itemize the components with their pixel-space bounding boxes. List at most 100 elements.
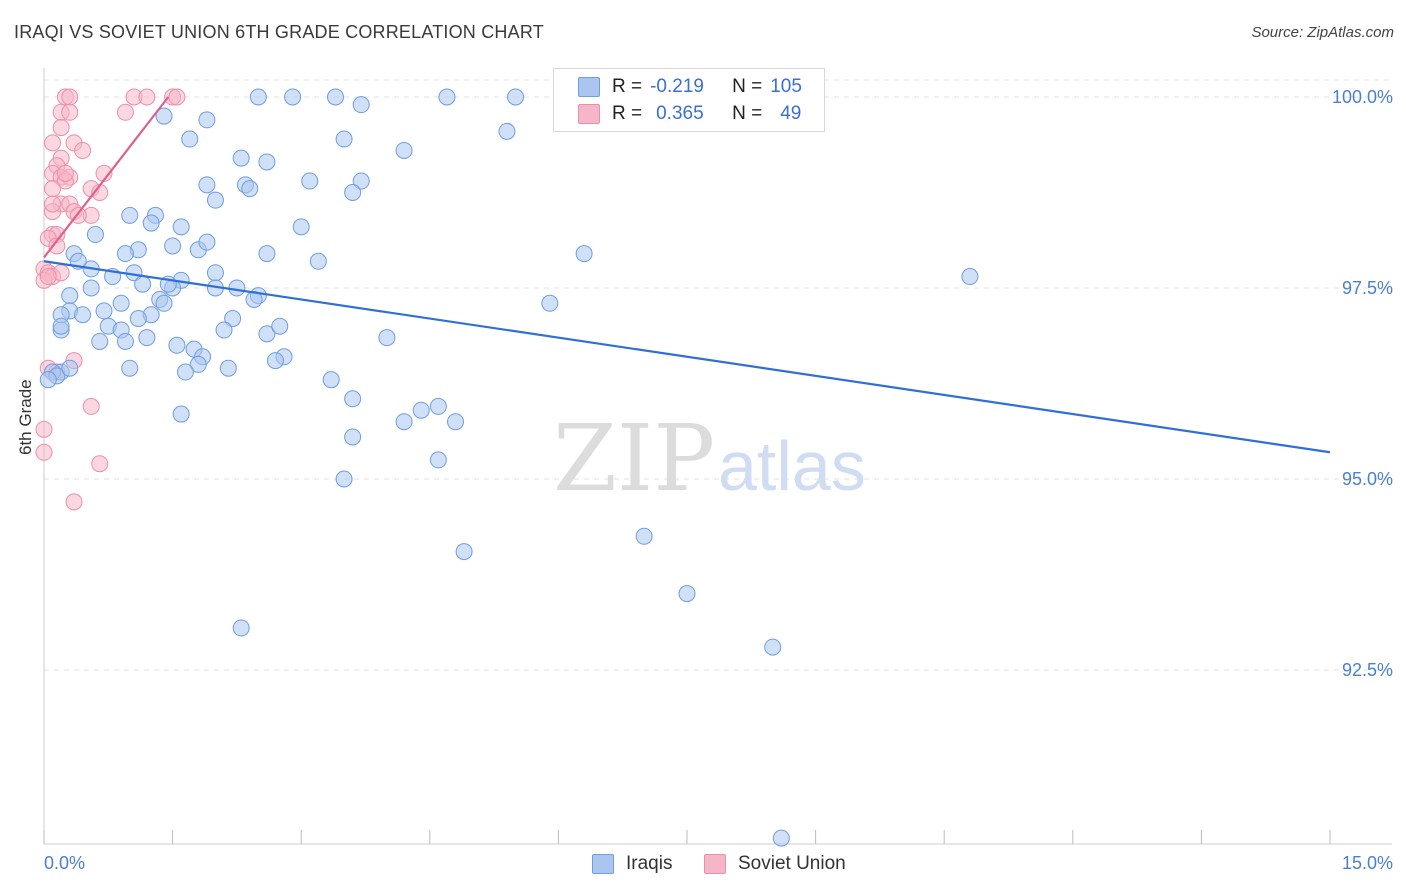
iraqi-point [215,321,233,339]
tick-layer: 92.5% 95.0% 97.5% 100.0% 0.0% 15.0% [44,87,1393,873]
soviet-point [168,88,186,106]
soviet-point [39,268,57,286]
iraqi-point [61,359,79,377]
iraqi-point [134,275,152,293]
legend-soviet-r-value: 0.365 [656,103,704,124]
watermark: ZIP atlas [553,405,866,512]
y-tick-label: 97.5% [1342,278,1393,298]
iraqi-point [164,237,182,255]
soviet-point [52,119,70,137]
iraqi-point [121,206,139,224]
soviet-point [56,164,74,182]
soviet-point [44,134,62,152]
iraqi-point [352,172,370,190]
iraqi-point [772,829,790,847]
iraqi-point [155,107,173,125]
soviet-point [48,237,66,255]
iraqi-point [961,268,979,286]
iraqi-point [266,352,284,370]
iraqi-point [258,245,276,263]
iraqi-point [412,401,430,419]
soviet-point [35,443,53,461]
legend-row-soviet: R = 0.365 N = 49 [578,102,801,126]
iraqi-point [86,226,104,244]
iraqi-point [112,294,130,312]
soviet-point [65,493,83,511]
iraqi-point [378,329,396,347]
iraqi-point [429,397,447,415]
iraqi-point [635,527,653,545]
iraqi-point [39,371,57,389]
iraqi-point [206,191,224,209]
iraqi-point [507,88,525,106]
grid-layer [44,79,1392,671]
watermark-zip: ZIP [553,405,715,512]
legend: R = -0.219 N = 105 R = 0.365 N = 49 [553,68,825,132]
iraqi-point [241,180,259,198]
bottom-legend-label-iraqis: Iraqis [626,853,673,874]
iraqi-point [142,214,160,232]
soviet-point [61,103,79,121]
iraqi-point [206,264,224,282]
soviet-point [138,88,156,106]
iraqi-point [121,359,139,377]
iraqi-point [129,310,147,328]
y-tick-label: 95.0% [1342,469,1393,489]
iraqi-point [395,413,413,431]
bottom-legend-iraqis: Iraqis [592,852,672,876]
iraqi-point [335,130,353,148]
iraqi-point [74,306,92,324]
iraqi-point [172,218,190,236]
iraqi-point [292,218,310,236]
iraqi-point [326,88,344,106]
legend-soviet-n-label: N = [732,103,763,124]
y-tick-label: 92.5% [1342,660,1393,680]
iraqi-point [219,359,237,377]
soviet-point [44,180,62,198]
soviet-series [35,88,186,511]
iraqi-point [764,638,782,656]
iraqi-point [395,141,413,159]
iraqis-series [39,88,979,847]
iraqi-point [541,294,559,312]
iraqi-point [189,355,207,373]
iraqi-point [322,371,340,389]
legend-swatch-iraqis [578,77,600,97]
iraqi-point [344,390,362,408]
iraqi-point [438,88,456,106]
legend-row-iraqis: R = -0.219 N = 105 [578,75,802,99]
soviet-point [74,141,92,159]
iraqi-point [155,294,173,312]
iraqis-trend-line [43,260,1331,454]
iraqi-point [447,413,465,431]
legend-iraqis-r-value: -0.219 [650,76,704,97]
iraqi-point [309,252,327,270]
iraqi-point [678,585,696,603]
iraqi-point [352,96,370,114]
soviet-point [91,455,109,473]
iraqi-point [198,233,216,251]
iraqi-point [284,88,302,106]
legend-iraqis-n-value: 105 [770,76,802,97]
iraqi-point [249,88,267,106]
iraqi-point [116,332,134,350]
bottom-legend-soviet: Soviet Union [704,852,846,876]
iraqi-point [344,184,362,201]
legend-iraqis-r-label: R = [612,76,643,97]
iraqi-point [168,336,186,354]
legend-swatch-soviet [578,104,600,124]
iraqi-point [95,302,113,320]
iraqi-point [575,245,593,263]
bottom-legend-swatch-soviet [704,854,726,874]
iraqi-point [301,172,319,190]
chart-title: IRAQI VS SOVIET UNION 6TH GRADE CORRELAT… [14,22,544,42]
iraqi-point [61,287,79,305]
iraqi-point [82,279,100,297]
x-tick-label-max: 15.0% [1342,853,1393,873]
iraqi-point [52,317,70,335]
iraqi-point [344,428,362,446]
iraqi-point [258,153,276,171]
iraqi-point [198,176,216,194]
y-tick-label: 100.0% [1332,87,1393,107]
